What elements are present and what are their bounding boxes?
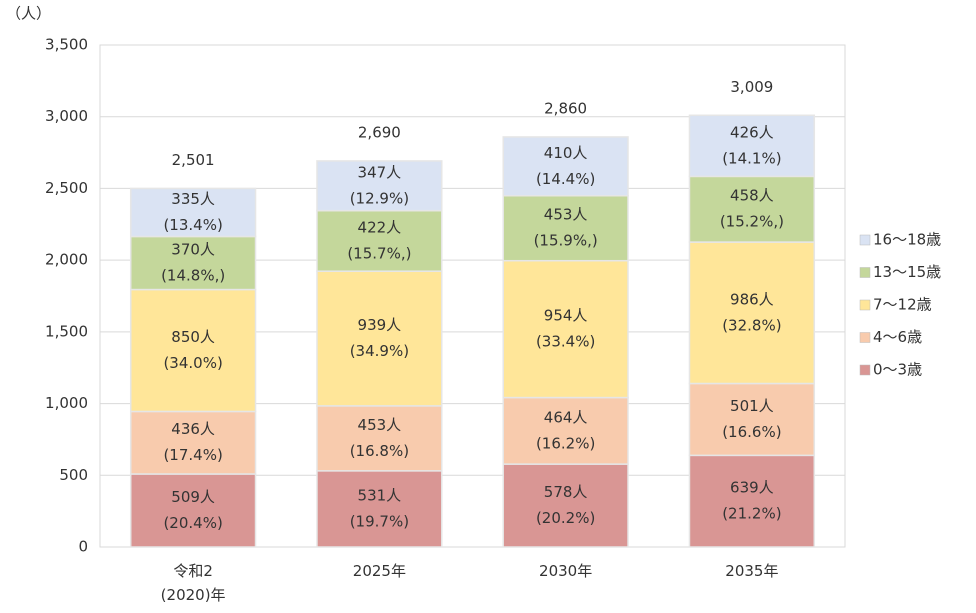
bar-segment (129, 473, 257, 548)
data-label: 986人 (730, 290, 774, 308)
x-tick-label: 令和2 (2020)年 (160, 562, 226, 604)
legend-swatch (859, 332, 871, 343)
y-tick-label: 1,500 (45, 322, 88, 340)
bar-segment (688, 454, 816, 548)
share-label: (16.8%) (350, 442, 409, 460)
x-tick-label: 2030年 (539, 562, 593, 580)
data-label: 639人 (730, 479, 774, 497)
x-tick-label: 2025年 (352, 562, 406, 580)
y-unit-label: （人） (6, 5, 51, 23)
legend-swatch (859, 267, 871, 278)
legend-swatch (859, 299, 871, 311)
bar-segment (502, 136, 629, 197)
share-label: (14.4%) (536, 170, 595, 188)
bar-segment (502, 259, 629, 399)
data-label: 939人 (358, 316, 402, 334)
bar-segment (502, 194, 629, 262)
legend-label: 16〜18歳 (873, 231, 941, 249)
y-tick-label: 1,000 (45, 394, 88, 412)
share-label: (19.7%) (350, 512, 409, 530)
legend-label: 4〜6歳 (873, 328, 922, 346)
data-label: 501人 (730, 397, 774, 415)
data-label: 422人 (358, 218, 402, 236)
bar-segment (688, 382, 816, 457)
y-tick-label: 2,500 (45, 179, 88, 197)
total-label: 3,009 (730, 78, 773, 96)
data-label: 531人 (358, 486, 402, 504)
share-label: (33.4%) (536, 333, 595, 351)
data-label: 347人 (358, 163, 402, 181)
bar-segment (316, 160, 443, 212)
legend-label: 0〜3歳 (873, 361, 922, 379)
total-label: 2,501 (172, 151, 215, 169)
share-label: (16.6%) (722, 423, 781, 441)
legend-label: 7〜12歳 (873, 296, 932, 314)
share-label: (12.9%) (350, 189, 409, 207)
data-label: 335人 (171, 190, 215, 208)
data-label: 578人 (544, 483, 588, 501)
data-label: 453人 (544, 206, 588, 224)
data-label: 370人 (171, 241, 215, 259)
share-label: (32.8%) (722, 316, 781, 334)
share-label: (34.9%) (350, 342, 409, 360)
data-label: 410人 (544, 144, 588, 162)
y-tick-label: 2,000 (45, 251, 88, 269)
legend-swatch (859, 234, 871, 246)
bar-segment (129, 288, 257, 413)
share-label: (13.4%) (163, 216, 222, 234)
data-label: 453人 (358, 416, 402, 434)
y-tick-label: 3,000 (45, 107, 88, 125)
share-label: (15.7%,) (347, 244, 411, 262)
data-label: 954人 (544, 307, 588, 325)
data-label: 426人 (730, 123, 774, 141)
share-label: (17.4%) (163, 446, 222, 464)
total-label: 2,860 (544, 99, 587, 117)
bar-segment (129, 410, 257, 475)
bar-segment (502, 396, 629, 465)
share-label: (21.2%) (722, 505, 781, 523)
bar-segment (316, 470, 443, 548)
share-label: (34.0%) (163, 354, 222, 372)
legend-label: 13〜15歳 (873, 263, 941, 281)
bar-segment (688, 241, 816, 385)
share-label: (16.2%) (536, 434, 595, 452)
y-tick-label: 500 (59, 466, 88, 484)
bar-segment (502, 463, 629, 548)
share-label: (14.1%) (722, 149, 781, 167)
total-label: 2,690 (358, 124, 401, 142)
data-label: 458人 (730, 187, 774, 205)
legend-swatch (859, 364, 871, 376)
bar-segment (688, 114, 816, 178)
share-label: (20.2%) (536, 509, 595, 527)
share-label: (15.2%,) (720, 213, 784, 231)
data-label: 464人 (544, 408, 588, 426)
y-tick-label: 0 (78, 538, 88, 556)
bar-segment (129, 187, 257, 238)
x-tick-label: 2035年 (725, 562, 779, 580)
data-label: 850人 (171, 328, 215, 346)
share-label: (14.8%,) (161, 267, 225, 285)
data-label: 509人 (171, 488, 215, 506)
data-label: 436人 (171, 420, 215, 438)
y-tick-label: 3,500 (45, 36, 88, 54)
share-label: (20.4%) (163, 514, 222, 532)
share-label: (15.9%,) (534, 232, 598, 250)
bar-segment (316, 270, 443, 407)
